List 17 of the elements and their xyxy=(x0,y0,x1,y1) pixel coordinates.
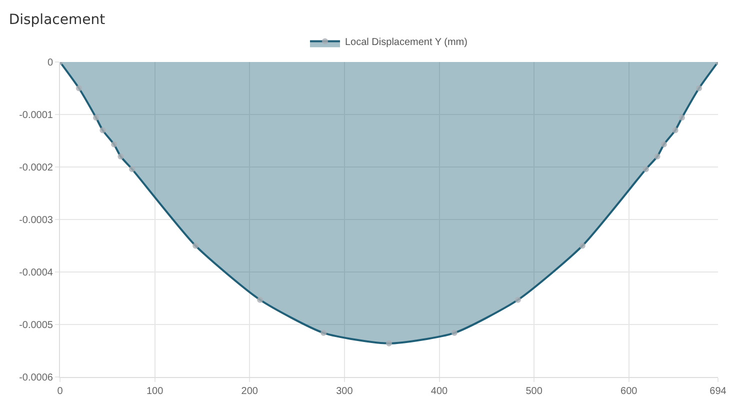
x-tick-label: 100 xyxy=(146,386,164,397)
y-tick-label: -0.0002 xyxy=(19,162,54,174)
y-tick-label: -0.0004 xyxy=(19,268,54,278)
x-tick-label: 600 xyxy=(620,386,638,397)
x-tick-label: 300 xyxy=(336,386,354,397)
x-tick-label: 694 xyxy=(710,386,727,397)
x-tick-label: 500 xyxy=(526,386,543,397)
chart-title: Displacement xyxy=(8,12,106,28)
y-tick-label: -0.0006 xyxy=(19,372,54,384)
x-tick-label: 0 xyxy=(57,386,64,397)
legend-label: Local Displacement Y (mm) xyxy=(345,37,468,48)
y-tick-label: -0.0001 xyxy=(19,110,54,121)
y-tick-label: -0.0003 xyxy=(19,215,54,226)
y-tick-label: 0 xyxy=(47,58,54,68)
y-tick-label: -0.0005 xyxy=(19,320,54,331)
x-tick-label: 200 xyxy=(241,386,258,397)
x-tick-label: 400 xyxy=(430,386,448,397)
